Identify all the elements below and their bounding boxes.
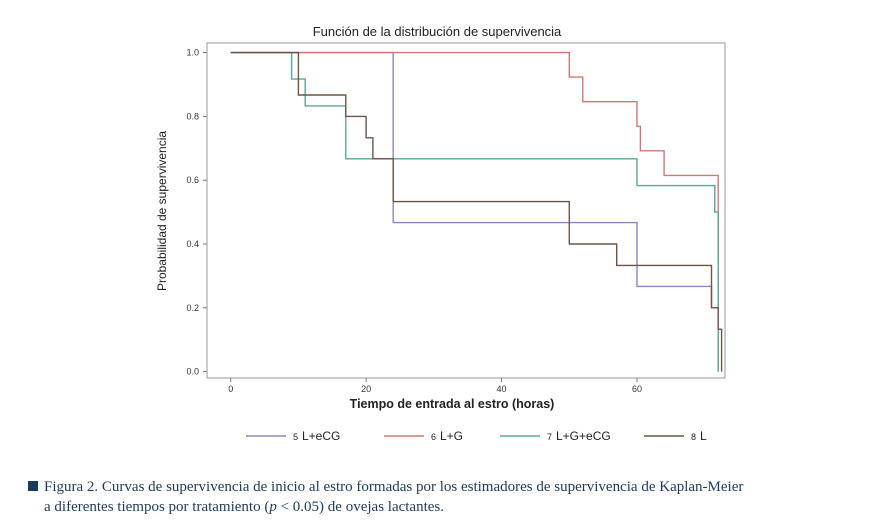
caption-bullet-icon	[28, 481, 38, 491]
legend-number: 7	[547, 432, 552, 442]
y-axis-label: Probabilidad de supervivencia	[155, 131, 169, 291]
y-tick-label: 1.0	[186, 48, 199, 58]
legend-label: L	[700, 429, 707, 443]
y-tick-label: 0.0	[186, 367, 199, 377]
legend-number: 5	[293, 432, 298, 442]
y-tick-label: 0.6	[186, 175, 199, 185]
x-axis-label: Tiempo de entrada al estro (horas)	[350, 397, 555, 411]
survival-curve-l-plus-ecg	[230, 51, 719, 372]
legend-label: L+eCG	[302, 429, 340, 443]
legend-label: L+G	[440, 429, 463, 443]
x-tick-label: 20	[361, 384, 371, 394]
legend-label: L+G+eCG	[556, 429, 611, 443]
x-tick-label: 40	[497, 384, 507, 394]
caption-line-1: Figura 2. Curvas de supervivencia de ini…	[44, 479, 744, 495]
x-tick-label: 0	[228, 384, 233, 394]
y-tick-label: 0.4	[186, 239, 199, 249]
legend-number: 8	[691, 432, 696, 442]
plot-frame	[206, 42, 726, 379]
legend: 5 L+eCG 6 L+G 7 L+G+eCG 8 L	[246, 429, 707, 443]
caption-line-2: a diferentes tiempos por tratamiento (p …	[44, 499, 444, 515]
survival-chart: Función de la distribución de superviven…	[155, 24, 726, 443]
y-tick-label: 0.2	[186, 303, 199, 313]
y-tick-label: 0.8	[186, 111, 199, 121]
survival-curve-l	[230, 51, 723, 372]
chart-title: Función de la distribución de superviven…	[313, 24, 562, 39]
survival-curve-l-plus-g-plus-ecg	[230, 51, 719, 372]
x-tick-label: 60	[632, 384, 642, 394]
survival-curve-l-plus-g	[230, 51, 719, 372]
figure-caption: Figura 2. Curvas de supervivencia de ini…	[28, 477, 848, 517]
legend-number: 6	[431, 432, 436, 442]
